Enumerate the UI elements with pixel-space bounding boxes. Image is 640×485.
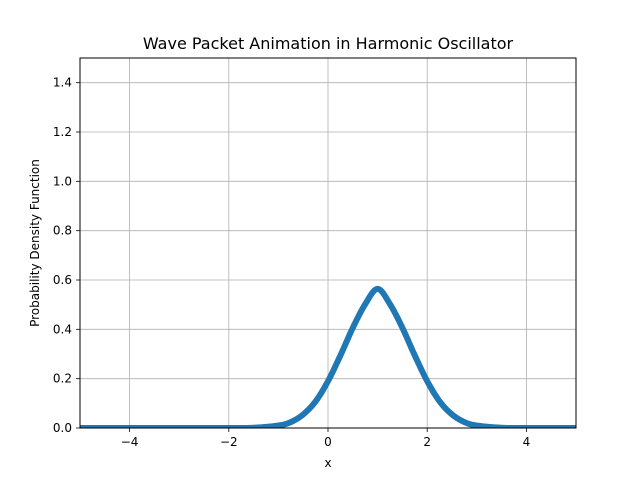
y-tick-label: 0.2 (53, 372, 72, 386)
grid (80, 58, 576, 429)
y-axis-label: Probability Density Function (28, 159, 42, 327)
chart-title: Wave Packet Animation in Harmonic Oscill… (143, 34, 514, 53)
x-tick-label: −2 (220, 435, 238, 449)
y-axis-ticks: 0.0 0.2 0.4 0.6 0.8 1.0 1.2 1.4 (53, 76, 80, 435)
x-axis-ticks: −4 −2 0 2 4 (121, 428, 530, 449)
y-tick-label: 1.0 (53, 174, 72, 188)
x-tick-label: 0 (324, 435, 332, 449)
y-tick-label: 1.4 (53, 76, 72, 90)
x-tick-label: 2 (423, 435, 431, 449)
y-tick-label: 0.0 (53, 421, 72, 435)
x-axis-label: x (324, 456, 331, 470)
x-tick-label: 4 (523, 435, 531, 449)
y-tick-label: 0.4 (53, 322, 72, 336)
y-tick-label: 0.6 (53, 273, 72, 287)
y-tick-label: 0.8 (53, 224, 72, 238)
y-tick-label: 1.2 (53, 125, 72, 139)
x-tick-label: −4 (121, 435, 139, 449)
